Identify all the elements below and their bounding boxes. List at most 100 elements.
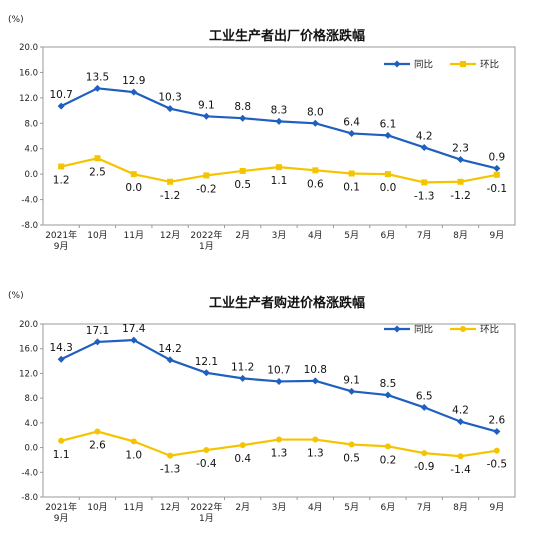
series-line-yoy (60, 87, 498, 170)
x-tick-label: 5月 (344, 230, 359, 241)
data-point (167, 452, 174, 459)
data-point (493, 164, 501, 172)
data-point (311, 377, 319, 385)
data-label: 10.8 (304, 364, 327, 376)
x-tick-label: 3月 (272, 230, 287, 241)
data-label: 13.5 (86, 71, 109, 83)
data-point (239, 374, 247, 382)
data-point (457, 453, 464, 460)
data-label: 0.0 (125, 182, 142, 194)
data-label: 1.3 (271, 448, 288, 460)
data-point (312, 167, 319, 174)
data-label: 0.4 (234, 453, 251, 465)
data-point (276, 436, 282, 443)
data-label: 8.3 (271, 104, 288, 116)
data-label: -0.9 (414, 461, 435, 473)
x-tick-label-line: 2022年 (190, 501, 222, 513)
y-tick-label: 0.0 (24, 444, 38, 454)
data-point (420, 143, 428, 151)
data-point (384, 131, 392, 139)
data-point (57, 355, 65, 363)
data-label: 6.1 (380, 118, 397, 130)
data-label: 6.5 (416, 390, 433, 402)
data-label: 12.1 (195, 356, 218, 368)
legend: 同比 环比 (384, 324, 499, 336)
x-tick-label-line: 2022年 (190, 229, 222, 241)
x-tick-label: 5月 (344, 502, 359, 513)
data-point (275, 117, 283, 125)
x-tick-label: 2月 (235, 230, 250, 241)
data-label: 1.1 (53, 449, 70, 461)
data-label: 9.1 (343, 374, 360, 386)
data-point (384, 443, 391, 450)
data-point (348, 129, 356, 137)
x-tick-label: 10月 (87, 502, 107, 513)
data-label: 2.6 (89, 440, 106, 452)
x-tick-label-line: 9月 (54, 241, 69, 252)
data-label: 0.1 (343, 182, 360, 194)
data-label: 1.1 (271, 175, 288, 187)
chart-1: 工业生产者出厂价格涨跌幅 (%) -8.0 -4.0 0.0 4.0 8.0 12.0 16.0… (8, 15, 516, 252)
legend-marker (460, 61, 466, 67)
data-label: 8.8 (234, 101, 251, 113)
data-point (457, 418, 465, 426)
data-point (493, 171, 500, 178)
data-label: -0.5 (487, 459, 508, 471)
x-tick-label-line: 4月 (308, 230, 323, 241)
data-point (203, 172, 210, 179)
x-tick-label-line: 8月 (453, 230, 468, 241)
x-tick-label: 4月 (308, 502, 323, 513)
data-label: -0.4 (196, 458, 217, 470)
y-tick-label: -4.0 (21, 196, 38, 206)
y-tick-label: -8.0 (21, 493, 38, 503)
data-point (130, 88, 138, 96)
x-tick-label-line: 10月 (87, 502, 107, 513)
x-tick-label: 7月 (417, 230, 432, 241)
data-point (311, 119, 319, 127)
data-point (58, 163, 65, 170)
data-label: -0.2 (196, 183, 217, 195)
chart-title: 工业生产者出厂价格涨跌幅 (209, 28, 365, 44)
data-label: -0.1 (487, 183, 508, 195)
data-point (384, 171, 391, 178)
x-tick-label: 2021年 9月 (45, 229, 77, 252)
x-tick-label-line: 9月 (489, 502, 504, 513)
x-tick-label: 9月 (489, 230, 504, 241)
x-tick-label-line: 11月 (124, 502, 144, 513)
x-tick-label-line: 10月 (87, 230, 107, 241)
data-point (239, 114, 247, 122)
y-tick-label: 12.0 (19, 94, 38, 104)
data-label: 12.9 (122, 75, 145, 87)
x-tick-label-line: 9月 (54, 513, 69, 524)
data-label: 0.9 (488, 151, 505, 163)
data-point (457, 178, 464, 185)
y-tick-label: -4.0 (21, 468, 38, 478)
data-label: -1.3 (414, 190, 435, 202)
data-label: 8.0 (307, 106, 324, 118)
x-tick-label-line: 5月 (344, 502, 359, 513)
data-label: 0.0 (380, 182, 397, 194)
x-tick-label-line: 12月 (160, 230, 180, 241)
data-point (457, 156, 465, 164)
x-tick-label-line: 6月 (381, 502, 396, 513)
data-point (202, 112, 210, 120)
x-tick-label: 8月 (453, 230, 468, 241)
y-tick-label: 8.0 (24, 394, 38, 404)
y-tick-label: 4.0 (24, 145, 38, 155)
data-point (421, 450, 428, 457)
data-point (384, 391, 392, 399)
data-label: 0.6 (307, 178, 324, 190)
x-tick-label: 9月 (489, 502, 504, 513)
x-tick-label: 7月 (417, 502, 432, 513)
legend-marker (460, 326, 466, 332)
x-tick-label: 8月 (453, 502, 468, 513)
data-point (420, 403, 428, 411)
y-axis-unit: (%) (8, 291, 24, 301)
x-tick-label-line: 7月 (417, 502, 432, 513)
data-label: 11.2 (231, 361, 254, 373)
x-tick-label: 10月 (87, 230, 107, 241)
data-label: -1.2 (160, 190, 181, 202)
data-point (166, 356, 174, 364)
x-tick-label: 11月 (124, 502, 144, 513)
